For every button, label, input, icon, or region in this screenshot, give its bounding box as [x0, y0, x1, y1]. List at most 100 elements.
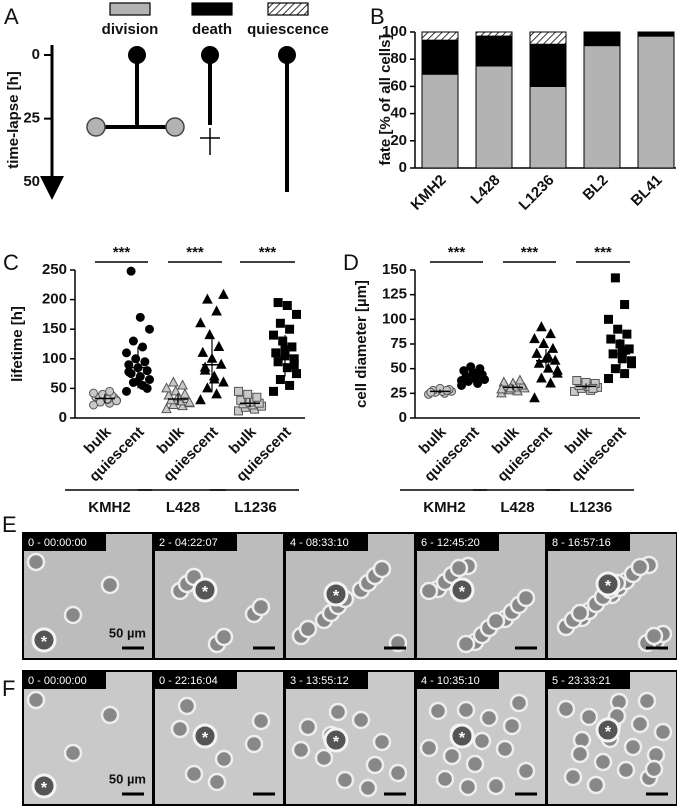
data-point	[275, 318, 285, 328]
data-point	[514, 374, 526, 385]
data-point	[285, 324, 295, 334]
tracked-cell	[31, 627, 57, 653]
x-tick-label: L428	[467, 172, 503, 208]
significance: ***	[186, 244, 204, 261]
tracked-cell	[449, 723, 475, 749]
bar-segment	[475, 35, 513, 67]
data-point	[617, 346, 627, 356]
data-point	[533, 357, 545, 368]
data-point	[218, 288, 229, 299]
tracked-marker: *	[333, 734, 340, 751]
group-label: L428	[500, 499, 534, 516]
cell	[630, 714, 650, 734]
cell	[495, 739, 515, 759]
timestamp-bg	[24, 534, 106, 551]
y-tick-label: 25	[23, 110, 40, 127]
y-axis-label: time-lapse [h]	[5, 71, 22, 169]
cell	[314, 748, 334, 768]
timestamp-bg	[155, 534, 237, 551]
timestamp: 4 - 08:33:10	[290, 537, 349, 549]
data-point	[142, 383, 152, 393]
timestamp-bg	[286, 672, 368, 689]
y-axis-label: cell diameter [µm]	[353, 280, 370, 408]
data-point	[538, 337, 550, 348]
cell	[593, 752, 613, 772]
cell	[472, 731, 492, 751]
data-point	[170, 385, 182, 396]
timestamp: 6 - 12:45:20	[421, 537, 480, 549]
micrograph: * 3 - 13:55:12	[286, 672, 414, 804]
tracked-marker: *	[459, 584, 466, 601]
micrograph: * 4 - 08:33:10	[286, 534, 414, 658]
cell	[570, 603, 590, 623]
tracked-marker: *	[459, 730, 466, 747]
legend-label: quiescence	[247, 21, 329, 38]
legend-label: death	[192, 21, 232, 38]
cell	[623, 737, 643, 757]
y-tick-label: 250	[42, 261, 67, 278]
cell	[100, 575, 120, 595]
micrograph: * 2 - 04:22:07	[155, 534, 283, 658]
timestamp-bg	[417, 672, 499, 689]
group-label: KMH2	[423, 499, 466, 516]
data-point	[271, 348, 281, 358]
cell	[244, 734, 264, 754]
x-tick-label: BL2	[580, 172, 612, 204]
cell	[479, 708, 499, 728]
cell	[100, 705, 120, 725]
bar-segment	[637, 35, 675, 169]
cell	[184, 764, 204, 784]
cell	[456, 700, 476, 720]
legend-swatch	[109, 2, 151, 16]
data-point	[126, 266, 136, 276]
significance: ***	[259, 244, 277, 261]
panel-label: F	[2, 676, 15, 701]
y-axis-label: fate [% of all cells]	[377, 35, 394, 166]
data-point	[161, 382, 172, 393]
cell	[298, 717, 318, 737]
significance: ***	[113, 244, 131, 261]
cell	[456, 634, 476, 654]
lineage-diagram	[40, 45, 296, 200]
tracked-marker: *	[41, 634, 48, 651]
micrograph: * 8 - 16:57:16	[548, 534, 676, 658]
timestamp: 8 - 16:57:16	[552, 537, 611, 549]
data-point	[195, 394, 206, 405]
data-point	[292, 309, 301, 319]
data-point	[128, 336, 138, 346]
cell	[26, 552, 46, 572]
timestamp: 5 - 23:33:21	[552, 675, 611, 687]
cell	[442, 746, 462, 766]
cell	[458, 777, 478, 797]
cell	[328, 702, 348, 722]
data-point	[145, 324, 154, 334]
x-tick-label: L1236	[516, 172, 558, 214]
cell	[644, 626, 664, 646]
data-point	[457, 376, 466, 386]
bar-segment	[529, 85, 567, 169]
data-point	[142, 366, 152, 376]
timestamp: 0 - 22:16:04	[159, 675, 218, 687]
data-point	[177, 379, 188, 390]
tracked-cell	[192, 723, 218, 749]
cell	[509, 693, 529, 713]
significance: ***	[594, 244, 612, 261]
data-point	[473, 371, 483, 381]
data-point	[545, 328, 556, 339]
cell	[388, 763, 408, 783]
y-tick-label: 40	[390, 105, 407, 122]
y-tick-label: 125	[382, 286, 407, 303]
data-point	[89, 388, 98, 398]
cell	[644, 759, 664, 779]
y-tick-label: 150	[42, 320, 67, 337]
micrograph: * 6 - 12:45:20	[417, 534, 545, 658]
group-label: L1236	[234, 499, 277, 516]
bar-segment	[421, 39, 459, 75]
tracked-marker: *	[605, 724, 612, 741]
data-point	[552, 364, 563, 375]
y-tick-label: 60	[390, 77, 407, 94]
data-point	[122, 348, 131, 358]
timestamp-bg	[548, 672, 630, 689]
scale-bar-label: 50 µm	[109, 625, 146, 640]
y-tick-label: 50	[23, 173, 40, 190]
